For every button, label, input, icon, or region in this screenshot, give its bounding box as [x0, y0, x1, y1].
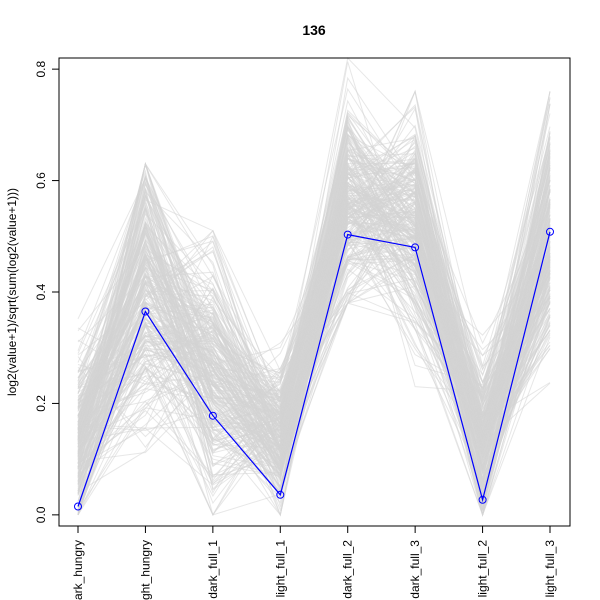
background-series-line	[77, 134, 551, 469]
y-axis-label: log2(value+1)/sqrt(sum(log2(value+1)))	[5, 188, 19, 396]
highlight-series-point	[276, 490, 285, 499]
y-tick-label: 0.2	[34, 395, 48, 412]
highlight-series-point	[74, 502, 82, 511]
background-series-line	[77, 127, 551, 493]
background-series-line	[77, 133, 551, 485]
x-tick-label: dark_full_2	[341, 540, 355, 599]
y-tick-label: 0.6	[34, 172, 48, 189]
background-series-line	[77, 161, 551, 473]
highlight-series-point	[343, 230, 352, 239]
background-series-line	[77, 145, 551, 452]
chart-title: 136	[302, 22, 326, 38]
y-tick-label: 0.8	[34, 60, 48, 77]
highlight-series-point	[141, 307, 150, 316]
background-series-line	[77, 135, 551, 482]
x-tick-label: light_full_1	[273, 540, 287, 598]
highlight-series-point	[411, 243, 420, 252]
x-tick-label: light_hungry	[138, 540, 152, 600]
x-tick-label: light_full_3	[543, 540, 557, 598]
background-series-line	[77, 176, 551, 516]
x-tick-label: dark_full_1	[206, 540, 220, 599]
highlight-series-point	[546, 227, 554, 236]
x-tick-label: dark_hungry	[71, 540, 85, 600]
background-series-line	[77, 180, 551, 491]
x-axis: dark_hungry light_hungry dark_full_1 light_…	[71, 526, 557, 600]
background-series-line	[77, 180, 551, 460]
highlight-series-point	[208, 411, 217, 420]
highlight-series-line	[77, 231, 551, 507]
y-tick-label: 0.0	[34, 506, 48, 523]
y-axis: 0.0 0.2 0.4 0.6 0.8	[34, 60, 59, 523]
x-tick-label: dark_full_3	[408, 540, 422, 599]
background-series-line	[77, 143, 551, 457]
y-tick-label: 0.4	[34, 283, 48, 300]
background-series-group	[77, 56, 551, 517]
background-series-line	[77, 120, 551, 444]
highlight-series-group	[74, 227, 554, 511]
background-series-line	[77, 153, 551, 460]
x-tick-label: light_full_2	[476, 540, 490, 598]
highlight-series-point	[478, 495, 487, 504]
background-series-line	[77, 208, 551, 477]
